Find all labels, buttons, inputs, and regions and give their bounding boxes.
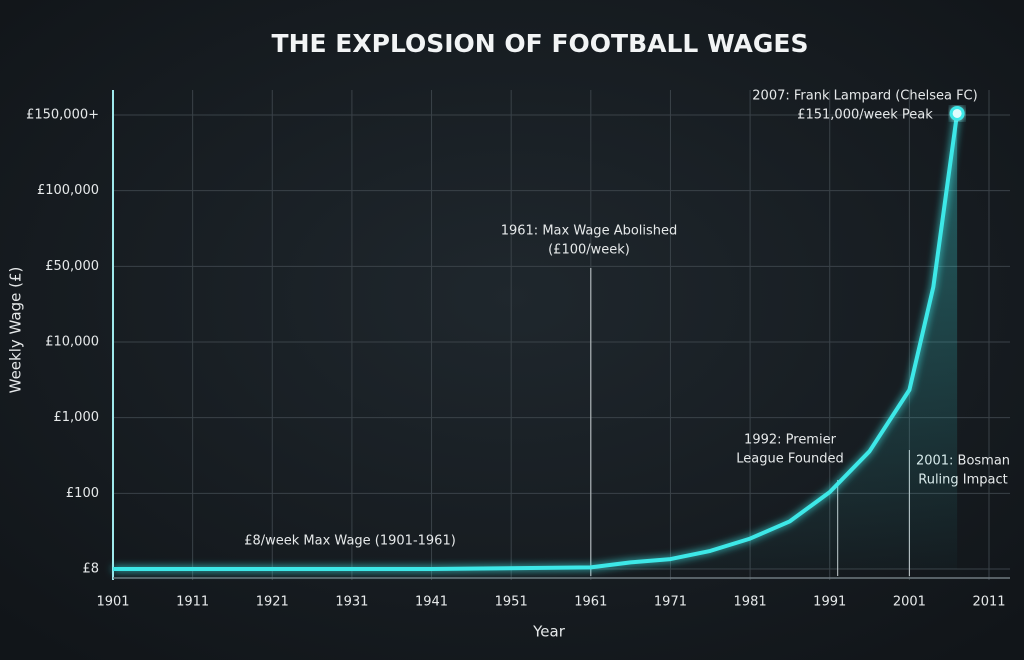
y-tick-label: £8 [82, 562, 99, 577]
x-tick-label: 1991 [813, 595, 846, 610]
x-tick-label: 1981 [734, 595, 767, 610]
y-tick-label: £100,000 [37, 183, 99, 198]
x-tick-label: 1911 [176, 595, 209, 610]
line [113, 113, 960, 571]
y-tick-label: £10,000 [45, 335, 99, 350]
x-tick-label: 1921 [256, 595, 289, 610]
peak-point [949, 105, 965, 121]
annotation: 2007: Frank Lampard (Chelsea FC) [752, 89, 977, 104]
chart-title: THE EXPLOSION OF FOOTBALL WAGES [272, 29, 809, 58]
y-tick-label: £1,000 [54, 410, 100, 425]
x-tick-label: 1941 [415, 595, 448, 610]
x-tick-label: 1951 [495, 595, 528, 610]
annotation: 1961: Max Wage Abolished [501, 224, 678, 239]
x-tick-label: 1901 [96, 595, 129, 610]
annotation: 1992: Premier [744, 433, 837, 448]
x-axis-label: Year [532, 623, 566, 641]
x-tick-label: 1961 [574, 595, 607, 610]
annotation: (£100/week) [548, 243, 630, 258]
annotation: £8/week Max Wage (1901-1961) [244, 534, 456, 549]
y-tick-label: £100 [66, 486, 99, 501]
annotation: £151,000/week Peak [797, 108, 933, 123]
area [113, 113, 958, 569]
x-tick-label: 2001 [893, 595, 926, 610]
y-tick-label: £50,000 [45, 259, 99, 274]
y-tick-label: £150,000+ [26, 108, 99, 123]
annotation: League Founded [736, 452, 844, 467]
x-tick-label: 2011 [972, 595, 1005, 610]
y-axis-label: Weekly Wage (£) [7, 267, 25, 394]
x-tick-label: 1971 [654, 595, 687, 610]
x-tick-label: 1931 [335, 595, 368, 610]
